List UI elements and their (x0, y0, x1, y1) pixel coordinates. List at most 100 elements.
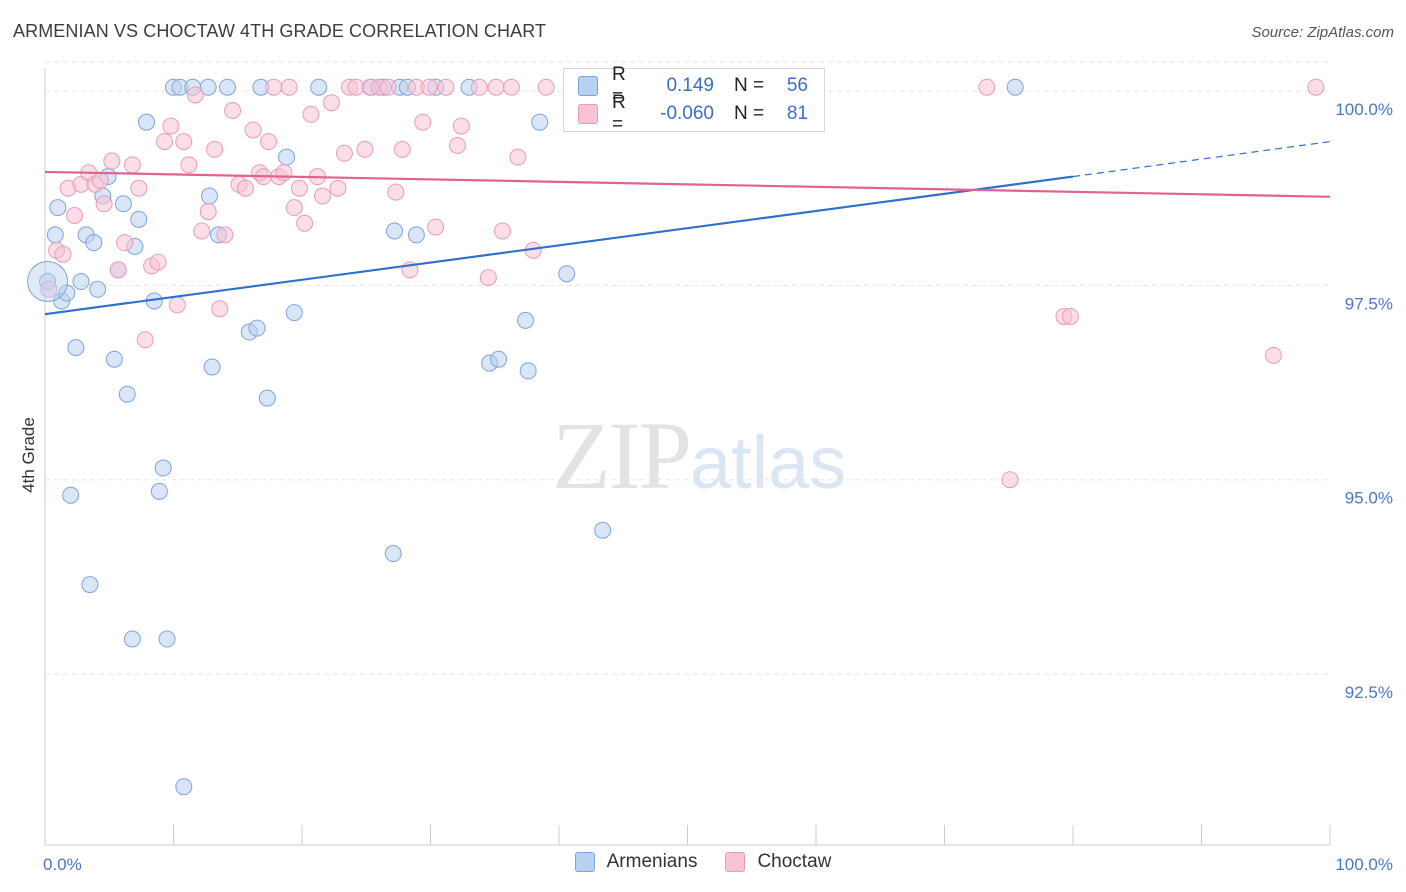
choctaw-point-59 (414, 113, 432, 131)
armenians-point-17 (118, 385, 136, 403)
choctaw-point-9 (95, 195, 113, 213)
choctaw-point-36 (265, 78, 283, 96)
armenians-point-55 (531, 113, 549, 131)
choctaw-point-78 (1061, 307, 1079, 325)
choctaw-point-55 (387, 183, 405, 201)
choctaw-point-11 (109, 261, 127, 279)
choctaw-point-41 (290, 179, 308, 197)
choctaw-n-label: N = (734, 103, 765, 124)
armenians-point-20 (130, 210, 148, 228)
armenians-r-label: R = (612, 64, 626, 107)
choctaw-point-4 (66, 206, 84, 224)
armenians-point-45 (386, 222, 404, 240)
choctaw-point-38 (275, 164, 293, 182)
y-axis-label: 4th Grade (19, 417, 38, 493)
legend-item-armenians[interactable]: Armenians (574, 851, 697, 873)
choctaw-point-21 (175, 133, 193, 151)
armenians-trend-line (44, 175, 1074, 316)
armenians-point-34 (218, 78, 236, 96)
choctaw-point-70 (509, 148, 527, 166)
armenians-point-58 (1006, 78, 1024, 96)
choctaw-point-68 (493, 222, 511, 240)
choctaw-point-13 (123, 156, 141, 174)
armenians-point-36 (248, 319, 266, 337)
choctaw-point-47 (329, 179, 347, 197)
choctaw-point-15 (136, 331, 154, 349)
armenians-point-48 (407, 226, 425, 244)
choctaw-swatch (578, 104, 598, 124)
choctaw-trend-line (44, 170, 1331, 198)
choctaw-point-75 (978, 78, 996, 96)
watermark-zip: ZIP (552, 402, 692, 509)
choctaw-point-61 (427, 218, 445, 236)
choctaw-point-45 (314, 187, 332, 205)
y-tick-label-2: 95.0% (1345, 489, 1393, 508)
armenians-point-30 (199, 78, 217, 96)
choctaw-point-18 (156, 133, 174, 151)
choctaw-point-46 (323, 94, 341, 112)
armenians-point-40 (285, 304, 303, 322)
choctaw-point-72 (537, 78, 555, 96)
choctaw-point-50 (347, 78, 365, 96)
armenians-point-18 (123, 630, 141, 648)
choctaw-point-2 (54, 245, 72, 263)
legend-item-choctaw[interactable]: Choctaw (725, 851, 831, 873)
armenians-n-label: N = (734, 75, 765, 96)
y-tick-label-0: 100.0% (1335, 100, 1393, 119)
armenians-r-value: 0.149 (666, 75, 714, 96)
choctaw-point-14 (130, 179, 148, 197)
choctaw-point-26 (206, 140, 224, 158)
choctaw-point-0 (40, 280, 58, 298)
choctaw-point-32 (244, 121, 262, 139)
armenians-n-value: 56 (786, 75, 808, 96)
armenians-trend-extension (1072, 141, 1331, 178)
stats-legend: R = 0.149 N = 56 R = -0.060 N = 81 (563, 64, 825, 135)
choctaw-point-23 (186, 86, 204, 104)
armenians-point-41 (310, 78, 328, 96)
armenians-point-1 (46, 226, 64, 244)
armenians-point-large (27, 261, 69, 303)
choctaw-point-39 (280, 78, 298, 96)
choctaw-point-27 (211, 300, 229, 318)
legend-armenians-swatch (574, 852, 595, 872)
choctaw-n-value: 81 (786, 103, 808, 124)
choctaw-point-48 (335, 144, 353, 162)
choctaw-point-17 (149, 253, 167, 271)
armenians-point-38 (258, 389, 276, 407)
chart-title: ARMENIAN VS CHOCTAW 4TH GRADE CORRELATIO… (13, 21, 547, 41)
armenians-point-24 (154, 459, 172, 477)
legend-choctaw-label: Choctaw (757, 851, 832, 872)
armenians-point-52 (490, 350, 508, 368)
armenians-point-10 (85, 234, 103, 252)
armenians-point-56 (558, 265, 576, 283)
source-credit: Source: ZipAtlas.com (1251, 24, 1394, 41)
choctaw-point-67 (487, 78, 505, 96)
choctaw-point-62 (437, 78, 455, 96)
y-tick-label-1: 97.5% (1345, 294, 1393, 313)
y-tick-label-3: 92.5% (1345, 683, 1393, 702)
x-tick-label-1: 100.0% (1335, 855, 1393, 874)
choctaw-point-31 (236, 179, 254, 197)
armenians-point-25 (158, 630, 176, 648)
armenians-point-5 (62, 486, 80, 504)
watermark: ZIPatlas (552, 400, 846, 511)
choctaw-point-51 (356, 140, 374, 158)
choctaw-point-80 (1307, 78, 1325, 96)
armenians-point-16 (114, 195, 132, 213)
choctaw-point-63 (448, 136, 466, 154)
choctaw-point-54 (379, 78, 397, 96)
choctaw-point-64 (452, 117, 470, 135)
choctaw-point-69 (502, 78, 520, 96)
choctaw-point-12 (116, 234, 134, 252)
armenians-point-2 (49, 199, 67, 217)
stats-legend-row-armenians: R = 0.149 N = 56 (578, 64, 808, 107)
armenians-point-7 (72, 273, 90, 291)
series-legend: Armenians Choctaw (0, 851, 1406, 873)
choctaw-point-8 (91, 171, 109, 189)
choctaw-point-10 (103, 152, 121, 170)
armenians-point-39 (278, 148, 296, 166)
choctaw-point-25 (199, 203, 217, 221)
choctaw-point-42 (296, 214, 314, 232)
armenians-point-31 (200, 187, 218, 205)
